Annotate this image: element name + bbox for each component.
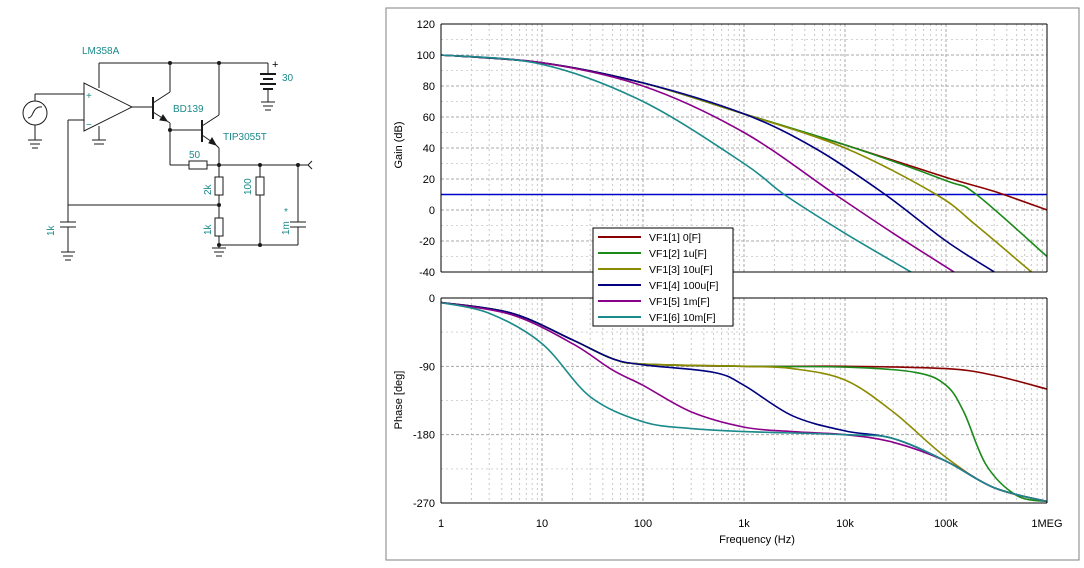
y-tick-label: 80: [423, 81, 435, 93]
y-tick-label: 60: [423, 112, 435, 124]
legend-entry: VF1[4] 100u[F]: [649, 280, 719, 292]
battery-plus: +: [272, 59, 278, 71]
y-tick-label: -270: [413, 498, 435, 510]
opamp-minus: −: [86, 120, 92, 131]
x-axis-label: Frequency (Hz): [719, 534, 795, 546]
y-tick-label: 0: [429, 293, 435, 305]
x-tick-label: 100: [634, 518, 652, 530]
source-wave: [27, 106, 43, 119]
y-tick-label: -90: [419, 361, 435, 373]
r50-label: 50: [189, 150, 201, 161]
battery-value: 30: [282, 73, 294, 84]
x-tick-label: 10: [536, 518, 548, 530]
series-line-6: [441, 301, 1047, 503]
y-tick-label: 120: [417, 19, 435, 31]
x-tick-label: 1k: [738, 518, 750, 530]
legend-entry: VF1[1] 0[F]: [649, 232, 701, 244]
x-tick-label: 10k: [836, 518, 854, 530]
y-tick-label: 0: [429, 205, 435, 217]
y-tick-label: 100: [417, 50, 435, 62]
legend-entry: VF1[3] 10u[F]: [649, 264, 713, 276]
opamp-label: LM358A: [82, 46, 120, 57]
gain-plot: 120 100 80 60 40 20 0 -20 -40: [417, 19, 1048, 279]
y-tick-label: 20: [423, 174, 435, 186]
opamp-symbol: [83, 82, 134, 132]
r2k-label: 2k: [203, 183, 214, 195]
x-tick-label: 100k: [934, 518, 958, 530]
legend-entry: VF1[5] 1m[F]: [649, 296, 710, 308]
y-tick-label: -180: [413, 430, 435, 442]
y-tick-label: 40: [423, 143, 435, 155]
plot-frame: [385, 7, 1080, 561]
circuit-schematic: LM358A BD139 TIP3055T 30 + 50 2k 1k 100 …: [22, 46, 313, 261]
y-tick-label: -40: [419, 267, 435, 279]
series-line-5: [441, 54, 955, 272]
x-tick-label: 1: [438, 518, 444, 530]
y-tick-label: -20: [419, 236, 435, 248]
tip3055-label: TIP3055T: [223, 132, 267, 143]
c1k-label: 1k: [46, 224, 57, 236]
gain-axis-label: Gain (dB): [393, 121, 405, 168]
x-tick-label: 1MEG: [1031, 518, 1062, 530]
legend-box: [592, 227, 734, 327]
bd139-label: BD139: [173, 104, 204, 115]
chart-legend: VF1[1] 0[F] VF1[2] 1u[F] VF1[3] 10u[F] VF1[…: [592, 227, 734, 327]
series-line-6: [441, 54, 912, 272]
legend-entry: VF1[6] 10m[F]: [649, 312, 716, 324]
r100-label: 100: [243, 178, 254, 195]
opamp-plus: +: [86, 91, 92, 102]
legend-entry: VF1[2] 1u[F]: [649, 248, 707, 260]
c1m-mark: *: [284, 207, 288, 218]
phase-axis-label: Phase [deg]: [393, 371, 405, 430]
c1m-label: 1m: [281, 221, 292, 235]
r1k-label: 1k: [203, 223, 214, 235]
